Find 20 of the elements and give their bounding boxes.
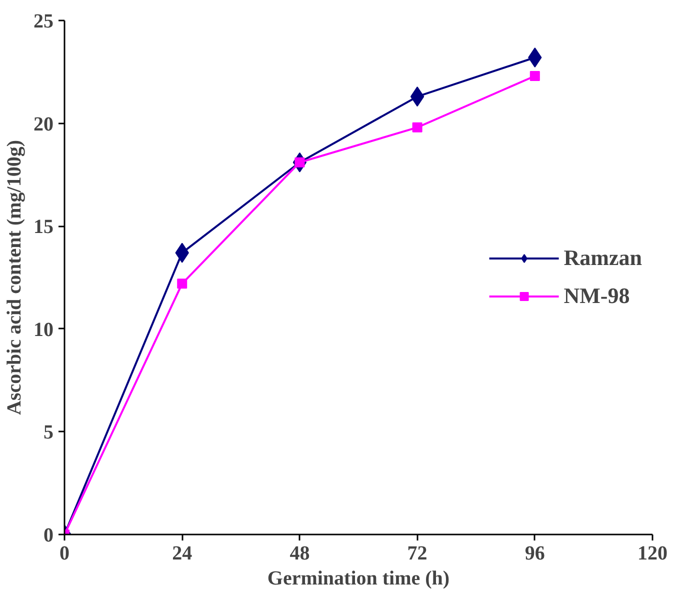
y-tick-label: 10 — [34, 318, 54, 341]
x-axis-title: Germination time (h) — [267, 568, 450, 590]
y-tick-label: 25 — [34, 10, 54, 32]
point — [530, 71, 540, 82]
y-axis-title: Ascorbic acid content (mg/100g) — [4, 140, 26, 415]
y-tick-label: 0 — [44, 524, 54, 546]
x-tick-label: 48 — [290, 542, 310, 564]
legend-label: Ramzan — [564, 245, 642, 271]
x-tick-label: 72 — [407, 542, 428, 564]
y-tick-label: 15 — [34, 216, 54, 238]
y-tick-label: 5 — [44, 422, 54, 444]
x-tick-label: 96 — [524, 542, 545, 564]
x-tick-label: 24 — [172, 542, 192, 564]
x-tick-label: 0 — [60, 542, 70, 564]
x-tick-label: 120 — [638, 542, 668, 564]
legend-label: NM-98 — [564, 283, 630, 309]
point — [410, 86, 424, 107]
y-tick-label: 20 — [34, 113, 54, 136]
point — [177, 278, 188, 289]
point — [412, 122, 422, 132]
